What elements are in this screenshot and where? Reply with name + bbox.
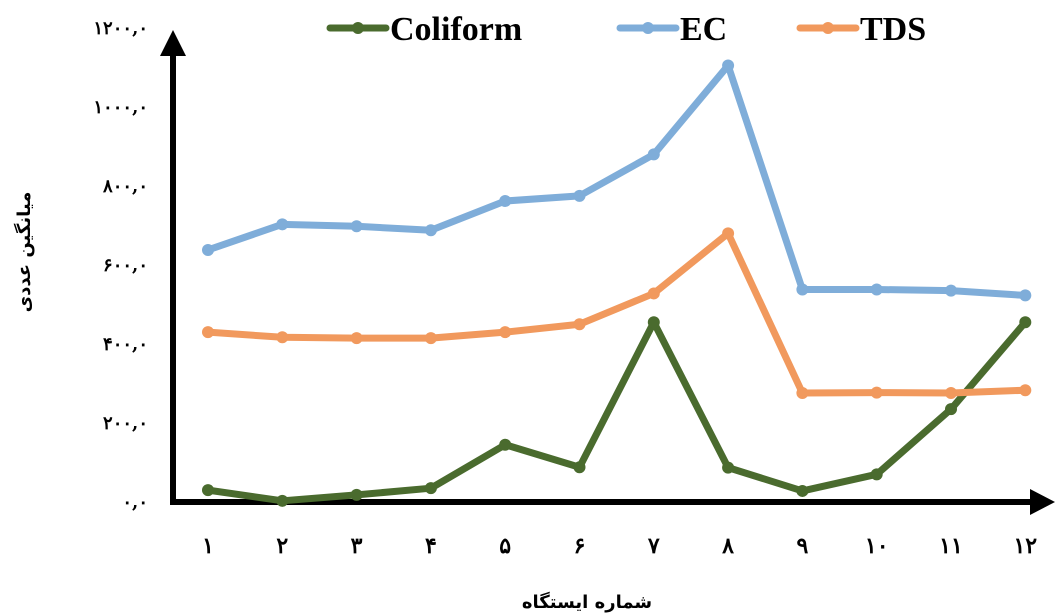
series-line-ec — [204, 62, 1029, 299]
data-point-tds — [350, 332, 363, 345]
x-tick-label: ۴ — [425, 533, 437, 559]
x-tick-label: ۷ — [647, 533, 660, 559]
y-tick-label: ۰,۰ — [122, 492, 148, 513]
data-point-tds — [499, 326, 512, 339]
data-point-ec — [276, 218, 289, 231]
data-point-coliform — [499, 438, 512, 451]
data-point-coliform — [796, 484, 809, 497]
data-point-ec — [870, 283, 883, 296]
data-point-tds — [424, 332, 437, 345]
data-point-ec — [350, 220, 363, 233]
data-point-tds — [276, 331, 289, 344]
x-tick-label: ۱۱ — [939, 533, 963, 559]
data-point-ec — [424, 224, 437, 237]
data-point-ec — [499, 195, 512, 208]
data-point-tds — [796, 386, 809, 399]
x-tick-label: ۳ — [351, 533, 363, 559]
y-tick-labels: ۰,۰ ۲۰۰,۰ ۴۰۰,۰ ۶۰۰,۰ ۸۰۰,۰ ۱۰۰۰,۰ ۱۲۰۰,۰ — [93, 18, 148, 513]
legend-label-coliform: Coliform — [390, 11, 522, 48]
y-tick-label: ۴۰۰,۰ — [103, 334, 148, 355]
data-point-coliform — [573, 461, 586, 474]
data-point-ec — [573, 189, 586, 202]
legend-marker-tds — [822, 22, 834, 34]
y-tick-label: ۱۲۰۰,۰ — [93, 18, 148, 39]
data-point-tds — [202, 326, 214, 339]
data-point-ec — [647, 148, 660, 161]
data-point-coliform — [647, 316, 660, 329]
data-point-tds — [573, 318, 586, 331]
x-axis-arrow — [1030, 489, 1055, 515]
data-point-ec — [202, 243, 214, 256]
x-tick-label: ۲ — [276, 533, 288, 559]
data-point-ec — [945, 284, 957, 297]
data-point-coliform — [202, 484, 214, 497]
x-tick-label: ۱ — [202, 533, 214, 559]
data-point-tds — [945, 386, 957, 399]
data-point-coliform — [945, 403, 957, 416]
x-tick-label: ۹ — [796, 533, 808, 559]
data-point-ec — [722, 59, 735, 72]
y-tick-label: ۸۰۰,۰ — [102, 176, 148, 197]
x-tick-label: ۶ — [574, 533, 586, 559]
series-line-coliform — [204, 318, 1029, 505]
data-point-tds — [870, 386, 883, 399]
x-tick-label: ۱۲ — [1013, 533, 1037, 559]
x-axis-title: شماره ایستگاه — [522, 591, 652, 613]
y-tick-label: ۲۰۰,۰ — [103, 413, 148, 434]
legend-marker-coliform — [352, 22, 364, 34]
y-tick-label: ۶۰۰,۰ — [103, 255, 148, 276]
series-line-tds — [204, 229, 1029, 397]
data-point-coliform — [1019, 316, 1032, 329]
x-tick-label: ۵ — [499, 533, 511, 559]
y-axis-title: میانگین عددی — [13, 192, 35, 313]
data-point-tds — [1019, 384, 1032, 397]
data-point-ec — [1019, 289, 1032, 302]
legend-label-tds: TDS — [860, 11, 926, 48]
series-lines — [202, 59, 1032, 507]
data-point-coliform — [350, 488, 363, 501]
x-tick-labels: ۱ ۲ ۳ ۴ ۵ ۶ ۷ ۸ ۹ ۱۰ ۱۱ ۱۲ — [202, 533, 1037, 559]
legend-label-ec: EC — [680, 11, 727, 48]
data-point-coliform — [722, 461, 735, 474]
data-point-tds — [647, 287, 660, 300]
x-tick-label: ۸ — [721, 533, 734, 559]
legend: Coliform EC TDS — [326, 11, 926, 48]
data-point-tds — [722, 227, 735, 240]
data-point-coliform — [424, 482, 437, 495]
x-tick-label: ۱۰ — [865, 533, 889, 559]
legend-marker-ec — [642, 22, 654, 34]
y-tick-label: ۱۰۰۰,۰ — [93, 97, 148, 118]
data-point-ec — [796, 283, 809, 296]
y-axis-arrow — [160, 30, 186, 56]
data-point-coliform — [870, 468, 883, 481]
data-point-coliform — [276, 494, 289, 507]
